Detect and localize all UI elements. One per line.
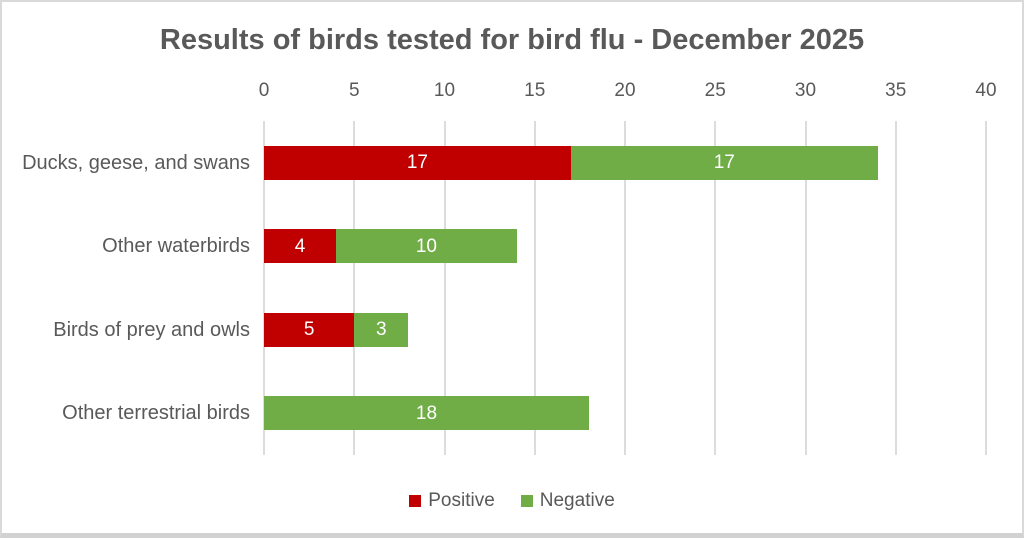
- bar-data-label: 18: [415, 402, 438, 424]
- category-label: Other waterbirds: [102, 235, 250, 258]
- plot-area: 17 17 4 10 5 3 18: [263, 121, 987, 455]
- x-tick-label-0: 0: [258, 80, 270, 101]
- x-tick-label-15: 15: [524, 80, 546, 101]
- bar-segment-positive: 5: [264, 312, 355, 347]
- category-label: Birds of prey and owls: [53, 318, 250, 341]
- bar-segment-positive: 17: [264, 145, 571, 180]
- legend-item-positive: Positive: [409, 490, 495, 512]
- bar-row: 18: [264, 396, 986, 431]
- bar-data-label: 10: [415, 235, 437, 257]
- bar-data-label: 4: [294, 235, 306, 257]
- bar-data-label: 5: [303, 319, 315, 341]
- legend: Positive Negative: [2, 490, 1022, 512]
- x-tick-label-20: 20: [614, 80, 636, 101]
- bar-row: 17 17: [264, 145, 986, 180]
- negative-swatch-icon: [520, 495, 533, 507]
- gridline-x-5: [353, 121, 356, 455]
- bar-data-label: 17: [406, 152, 428, 174]
- gridline-x-15: [533, 121, 536, 455]
- legend-label-negative: Negative: [539, 490, 615, 511]
- gridline-x-10: [443, 121, 446, 455]
- gridline-x-40: [985, 121, 987, 455]
- chart-title: Results of birds tested for bird flu - D…: [159, 24, 865, 56]
- bar-segment-negative: 18: [264, 396, 589, 431]
- x-tick-label-10: 10: [433, 80, 456, 101]
- bar-segment-negative: 3: [354, 312, 409, 347]
- bar-data-label: 3: [376, 319, 387, 341]
- gridline-x-20: [624, 121, 626, 455]
- category-label: Other terrestrial birds: [62, 402, 250, 425]
- category-label: Ducks, geese, and swans: [22, 151, 250, 174]
- legend-label-positive: Positive: [428, 490, 495, 511]
- x-tick-label-30: 30: [794, 80, 817, 101]
- gridline-x-0: [263, 121, 265, 455]
- bar-segment-negative: 10: [336, 229, 517, 264]
- positive-swatch-icon: [409, 495, 422, 507]
- x-tick-label-25: 25: [704, 80, 726, 101]
- bar-segment-positive: 4: [264, 229, 337, 264]
- bar-data-label: 17: [713, 152, 735, 174]
- x-tick-label-5: 5: [348, 80, 360, 101]
- x-tick-label-35: 35: [885, 80, 907, 101]
- x-tick-label-40: 40: [975, 80, 997, 101]
- gridline-x-25: [714, 121, 717, 455]
- legend-item-negative: Negative: [520, 490, 615, 512]
- bar-row: 4 10: [264, 229, 986, 264]
- gridline-x-35: [894, 121, 897, 455]
- bar-segment-negative: 17: [570, 145, 878, 180]
- gridline-x-30: [804, 121, 807, 455]
